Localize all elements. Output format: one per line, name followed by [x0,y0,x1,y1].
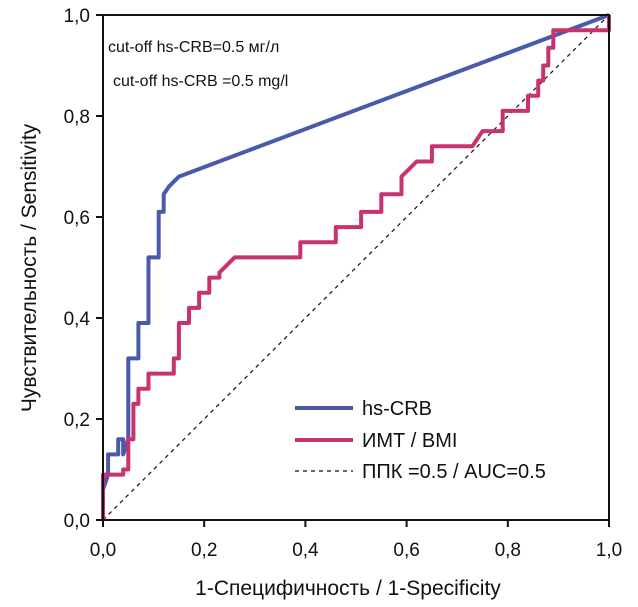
annotation-cutoff-ru: cut-off hs-CRB=0.5 мг/л [108,39,279,56]
y-tick-label: 0,2 [64,410,90,431]
x-tick-label: 0,8 [495,540,521,561]
legend: hs-CRB ИМТ / BMI ППК =0.5 / AUC=0.5 [295,398,546,483]
legend-label-0: hs-CRB [362,398,432,420]
x-tick-label: 0,2 [191,540,217,561]
plot-lines [101,13,611,521]
y-tick-label: 0,4 [64,309,91,330]
legend-label-1: ИМТ / BMI [362,430,457,452]
y-tick-label: 1,0 [64,6,90,27]
plot-frame [102,14,610,521]
y-axis-ticks: 0,0 0,2 0,4 0,6 0,8 1,0 [64,6,103,532]
x-tick-label: 0,4 [292,540,319,561]
x-tick-label: 1,0 [596,540,622,561]
y-tick-label: 0,0 [64,511,90,532]
series-line-2 [102,14,610,521]
annotation-cutoff-en: cut-off hs-CRB =0.5 mg/l [113,73,288,90]
legend-label-2: ППК =0.5 / AUC=0.5 [362,461,546,483]
series-line-0 [101,13,610,520]
x-axis-label: 1-Специфичность / 1-Specificity [195,577,501,600]
y-axis-label: Чувствительность / Sensitivity [18,123,41,412]
series-line-1 [101,15,611,520]
y-tick-label: 0,6 [64,208,90,229]
x-tick-label: 0,6 [393,540,419,561]
x-tick-label: 0,0 [90,540,116,561]
x-axis-ticks: 0,0 0,2 0,4 0,6 0,8 1,0 [90,520,622,561]
y-tick-label: 0,8 [64,107,90,128]
